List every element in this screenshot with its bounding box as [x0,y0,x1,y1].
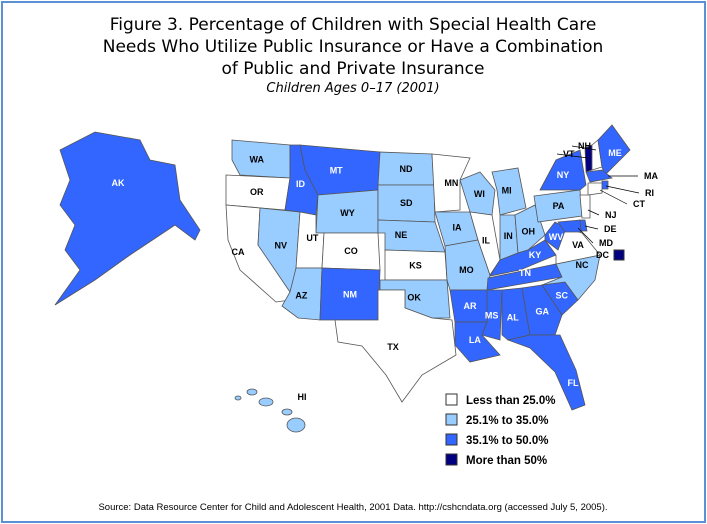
state-label: NY [557,170,570,180]
island [281,408,293,416]
state-label: ME [608,148,622,158]
state-label: OR [250,187,264,197]
state-label: NJ [605,210,617,220]
state-label: OK [407,293,421,303]
state [557,219,582,233]
state [521,284,563,336]
legend-label: Less than 25.0% [466,395,555,407]
state [491,167,527,216]
state-label: WY [340,208,355,218]
state [539,149,587,191]
state-label: TX [387,342,399,352]
state-label: MD [599,238,613,248]
state-label: UT [306,233,318,243]
state-label: NM [343,290,357,300]
title-line: Needs Who Utilize Public Insurance or Ha… [103,37,604,57]
state-label: DC [596,250,609,260]
state [506,334,586,411]
island [234,395,242,401]
state-label: AZ [295,290,307,300]
leader-line [556,153,589,159]
state-label: VT [563,149,575,159]
state-label: AR [464,301,477,311]
state-label: IL [482,235,491,245]
state-label: KS [409,261,422,271]
state [377,219,446,253]
title-line: of Public and Private Insurance [222,59,485,79]
state [431,153,471,213]
state-label: VA [572,240,584,250]
dc-marker [613,249,625,261]
state [601,180,609,190]
state-label: MI [502,186,512,196]
state [579,194,591,219]
legend-swatch [445,433,458,446]
state [54,131,201,306]
state-label: DE [604,224,617,234]
state-label: LA [469,335,481,345]
island [246,388,258,396]
state-label: IN [504,231,513,241]
state-label: IA [453,223,463,233]
legend-label: More than 50% [466,455,547,467]
state-label: RI [645,188,654,198]
subtitle: Children Ages 0–17 (2001) [266,81,439,96]
state-label: GA [535,307,549,317]
leader-line [599,189,628,205]
leader-line [571,145,597,151]
state [585,169,613,183]
state-label: NH [578,141,591,151]
state-label: MT [330,165,343,175]
state-label: ND [400,164,413,174]
leader-line [584,225,599,230]
state-label: CA [232,247,245,257]
state-label: PA [553,201,565,211]
legend-swatch [445,413,458,426]
state [587,182,603,196]
title-line: Figure 3. Percentage of Children with Sp… [110,15,597,35]
state-label: NC [576,260,589,270]
leader-line [605,185,640,194]
island [258,397,274,407]
state-label: AK [112,178,125,188]
state-label: OH [521,227,535,237]
source: Source: Data Resource Center for Child a… [98,502,607,513]
state-label: FL [568,378,579,388]
state-label: KY [529,250,542,260]
state [459,171,496,216]
state [544,221,567,251]
state-label: WV [549,232,564,242]
state-label: TN [519,268,531,278]
state-label: ID [296,179,306,189]
state-label: MN [444,178,458,188]
state-label: NE [395,230,408,240]
state-label: CT [633,199,645,209]
island [286,417,306,433]
state-label: SD [400,198,413,208]
state [597,124,631,176]
state [481,289,503,341]
legend-label: 35.1% to 50.0% [466,435,548,447]
leader-line [587,209,600,216]
leader-line [577,227,594,244]
state-label: CO [344,246,358,256]
legend-swatch [445,393,458,406]
state-label: MO [459,265,474,275]
legend-label: 25.1% to 35.0% [466,415,548,427]
state-label: MA [644,171,658,181]
legend-swatch [445,453,458,466]
state-label: MS [485,310,499,320]
state-label: NV [275,240,288,250]
state-label: SC [555,291,568,301]
state-label: WA [250,155,265,165]
state-label: WI [474,189,485,199]
state [541,254,601,301]
state [334,289,457,403]
state-label: HI [298,392,307,402]
state-label: AL [507,313,519,323]
